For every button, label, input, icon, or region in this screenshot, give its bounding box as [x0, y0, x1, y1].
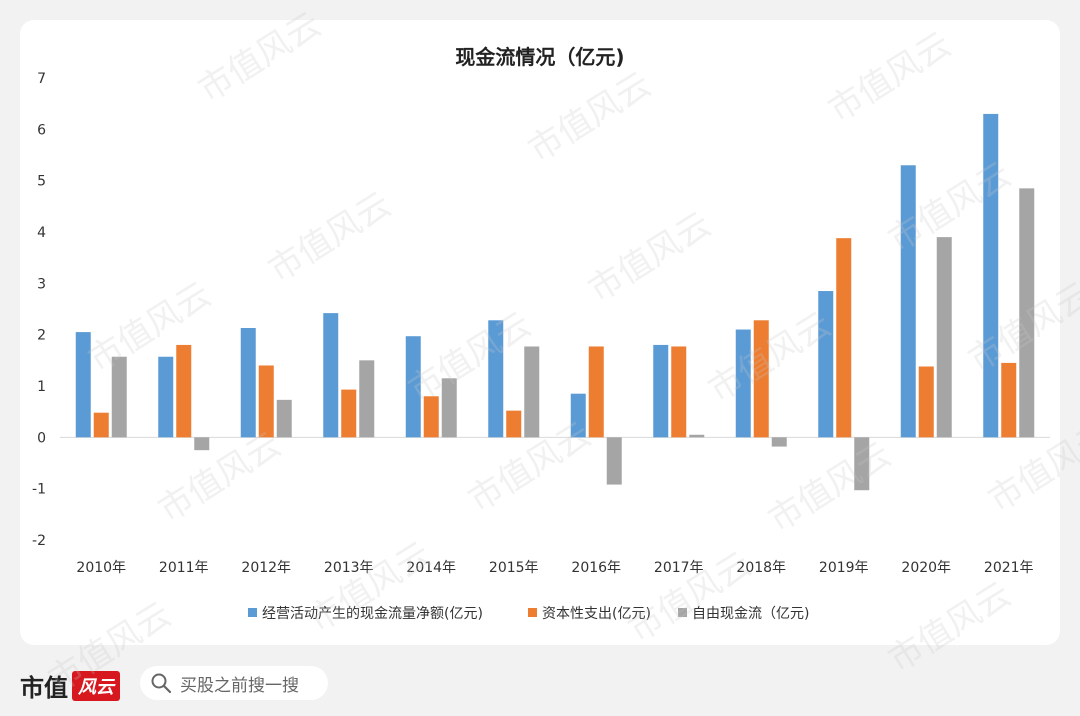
bar-2-12 [1001, 362, 1017, 438]
x-tick-label: 2014年 [406, 560, 456, 576]
legend-swatch [528, 608, 537, 617]
y-tick-label: 4 [37, 225, 46, 241]
chart-card: 现金流情况（亿元) 7 6 5 4 3 2 1 0 -1 -2 2010年 2011年 2012年 20… [20, 20, 1060, 645]
bar-2-8 [671, 346, 687, 438]
x-tick-label: 2019年 [819, 560, 869, 576]
bar-2-5 [423, 396, 439, 438]
bar-3-10 [854, 437, 870, 491]
x-tick-label: 2011年 [159, 560, 209, 576]
bar-2-1 [93, 412, 109, 438]
bar-3-8 [689, 434, 705, 438]
bar-3-5 [441, 378, 457, 438]
bar-1-9 [735, 329, 751, 438]
bar-1-2 [158, 356, 174, 438]
bar-3-12 [1019, 188, 1035, 438]
bar-3-6 [524, 346, 540, 438]
legend-label: 自由现金流（亿元) [692, 606, 809, 622]
chart-title: 现金流情况（亿元) [455, 45, 624, 69]
x-tick-label: 2021年 [984, 560, 1034, 576]
bar-1-6 [488, 320, 504, 438]
bar-2-11 [918, 366, 934, 438]
bar-2-7 [588, 346, 604, 438]
bar-1-10 [818, 291, 834, 438]
bar-3-1 [111, 356, 127, 438]
bar-1-11 [900, 165, 916, 438]
bar-1-5 [405, 336, 421, 438]
search-box[interactable]: 买股之前搜一搜 [140, 666, 328, 700]
legend-swatch [678, 608, 687, 617]
brand-name: 市值 [20, 673, 68, 702]
bar-3-11 [936, 237, 952, 438]
y-tick-label: 2 [37, 328, 46, 344]
bar-1-1 [75, 332, 91, 438]
footer: 市值 风云 买股之前搜一搜 [0, 652, 1080, 716]
x-tick-label: 2010年 [76, 560, 126, 576]
y-tick-label: 7 [37, 71, 46, 87]
bar-2-3 [258, 365, 274, 438]
legend-label: 经营活动产生的现金流量净额(亿元) [262, 606, 483, 622]
x-tick-label: 2012年 [241, 560, 291, 576]
x-tick-label: 2017年 [654, 560, 704, 576]
y-tick-label: -2 [32, 533, 46, 549]
x-tick-label: 2015年 [489, 560, 539, 576]
bar-1-12 [983, 113, 999, 438]
legend-swatch [248, 608, 257, 617]
y-tick-label: 3 [37, 276, 46, 292]
bar-3-4 [359, 360, 375, 438]
bar-3-7 [606, 437, 622, 485]
x-tick-label: 2016年 [571, 560, 621, 576]
search-placeholder: 买股之前搜一搜 [180, 675, 299, 696]
y-tick-label: 0 [37, 430, 46, 446]
y-axis: 7 6 5 4 3 2 1 0 -1 -2 [32, 71, 46, 549]
x-tick-label: 2020年 [901, 560, 951, 576]
bar-3-3 [276, 399, 292, 438]
x-axis: 2010年 2011年 2012年 2013年 2014年 2015年 2016年 2017年… [76, 560, 1033, 576]
bar-3-2 [194, 437, 210, 451]
bar-3-9 [771, 437, 787, 447]
y-tick-label: 1 [37, 379, 46, 395]
legend-label: 资本性支出(亿元) [542, 606, 651, 622]
brand-badge: 风云 [72, 670, 120, 701]
bar-2-10 [836, 238, 852, 438]
bar-1-8 [653, 344, 669, 438]
brand-logo: 市值 风云 [20, 668, 120, 703]
bar-1-4 [323, 313, 339, 438]
search-icon [151, 673, 172, 694]
bar-2-9 [753, 320, 769, 438]
bar-2-4 [341, 389, 357, 438]
bar-2-6 [506, 410, 522, 438]
y-tick-label: 6 [37, 122, 46, 138]
bar-2-2 [176, 344, 192, 438]
y-tick-label: 5 [37, 174, 46, 190]
legend: 经营活动产生的现金流量净额(亿元) 资本性支出(亿元) 自由现金流（亿元) [248, 606, 809, 622]
x-tick-label: 2013年 [324, 560, 374, 576]
bars-group [75, 113, 1035, 491]
bar-1-7 [570, 393, 586, 438]
bar-1-3 [240, 327, 256, 438]
y-tick-label: -1 [32, 482, 46, 498]
x-tick-label: 2018年 [736, 560, 786, 576]
